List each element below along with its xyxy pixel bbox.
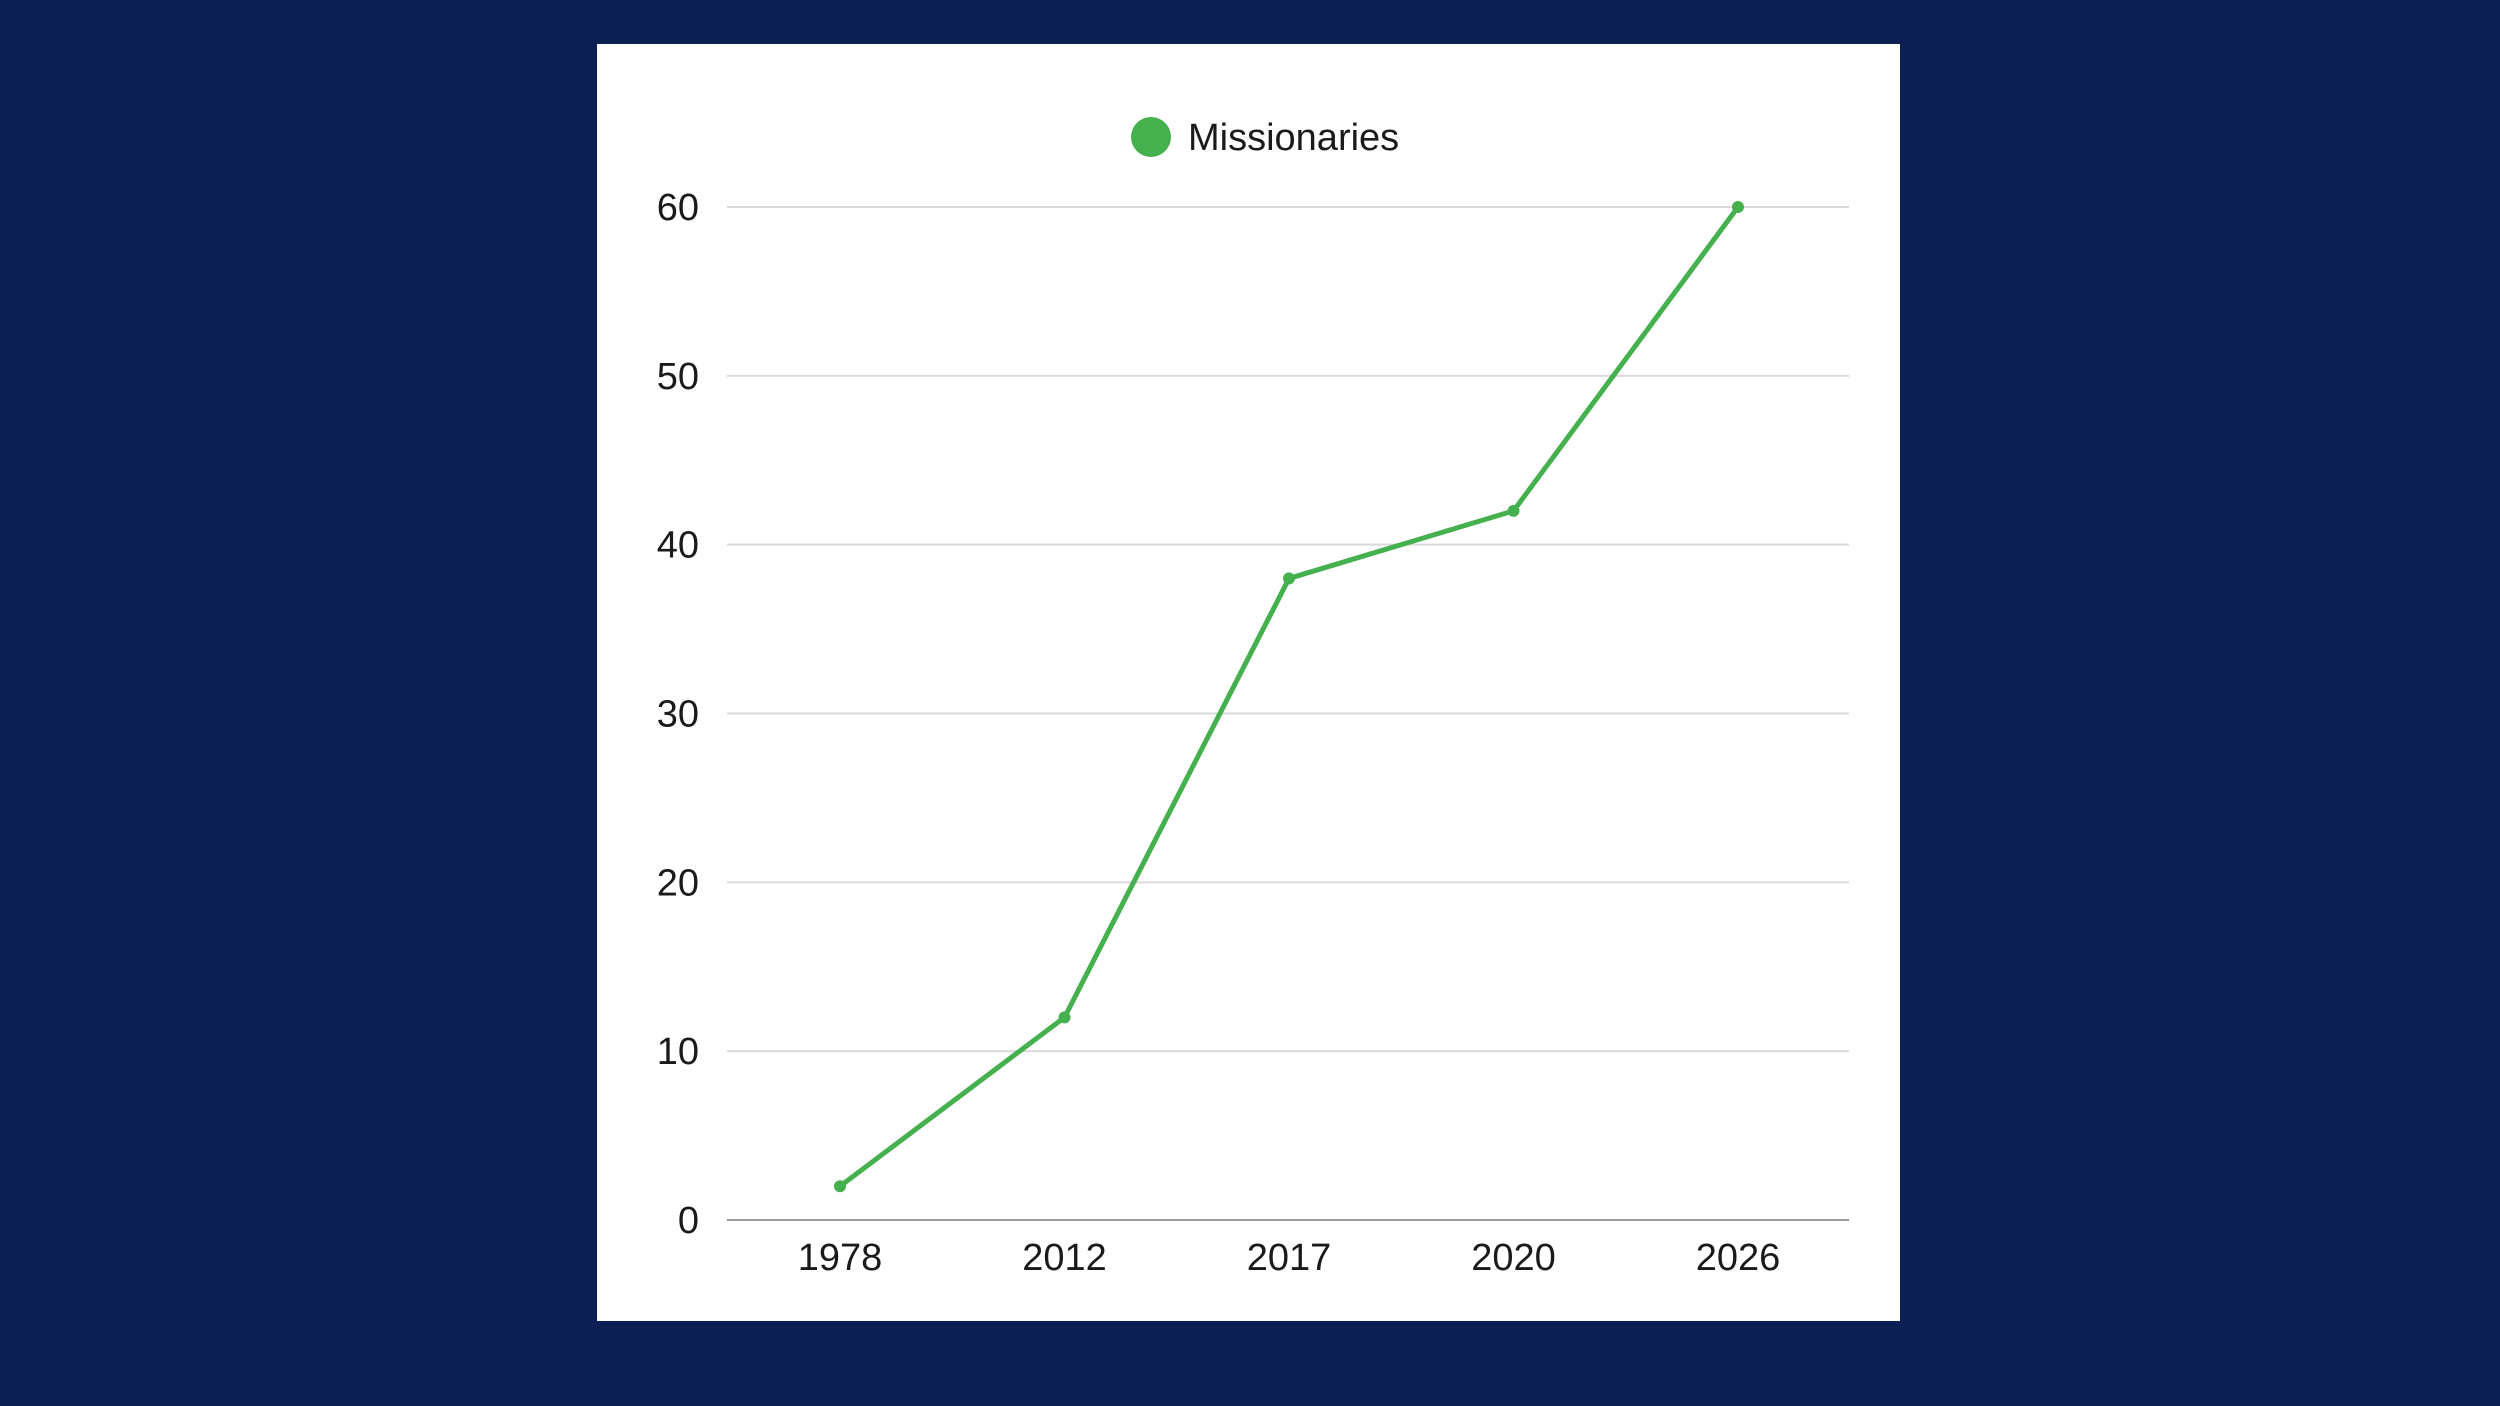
series-line-missionaries — [837, 204, 1741, 1189]
data-point — [1283, 572, 1295, 585]
y-tick-label: 40 — [657, 525, 699, 567]
chart-card: 0 10 20 30 40 50 60 1978 2012 2017 2020 2026 Missi… — [597, 44, 1900, 1321]
data-point — [1058, 1011, 1071, 1024]
x-tick-label: 2020 — [1471, 1237, 1556, 1279]
y-tick-label: 20 — [657, 862, 699, 904]
y-tick-label: 60 — [657, 187, 699, 229]
y-tick-label: 10 — [657, 1031, 699, 1073]
y-tick-label: 50 — [657, 356, 699, 398]
x-tick-label: 2012 — [1022, 1237, 1107, 1279]
gridlines — [727, 206, 1849, 1221]
x-axis-tick-labels: 1978 2012 2017 2020 2026 — [798, 1237, 1781, 1279]
x-tick-label: 1978 — [798, 1237, 883, 1279]
x-tick-label: 2017 — [1247, 1237, 1332, 1279]
data-point — [1507, 504, 1520, 517]
legend: Missionaries — [1131, 117, 1399, 159]
line-chart: 0 10 20 30 40 50 60 1978 2012 2017 2020 2026 Missi… — [657, 117, 1849, 1279]
data-point — [834, 1180, 846, 1193]
y-tick-label: 0 — [678, 1200, 699, 1242]
x-tick-label: 2026 — [1696, 1237, 1781, 1279]
y-tick-label: 30 — [657, 694, 699, 736]
data-point — [1732, 201, 1744, 213]
legend-swatch-missionaries — [1131, 117, 1171, 157]
legend-label-missionaries: Missionaries — [1188, 117, 1399, 159]
series-layer — [834, 201, 1744, 1193]
y-axis-tick-labels: 0 10 20 30 40 50 60 — [657, 187, 699, 1242]
